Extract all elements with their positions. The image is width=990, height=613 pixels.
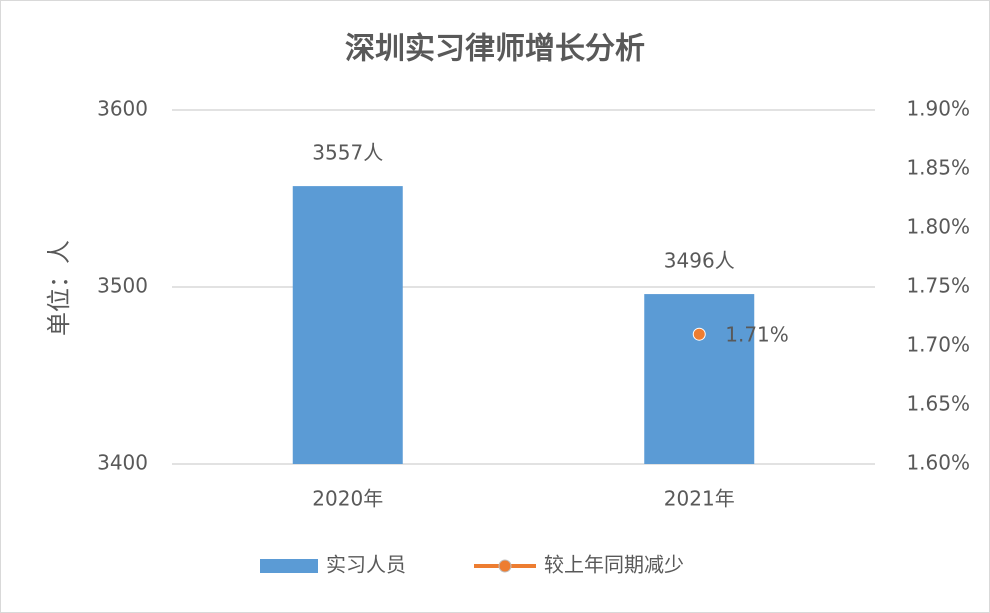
bar bbox=[644, 294, 755, 464]
x-tick-label: 2021年 bbox=[664, 487, 735, 511]
chart-title: 深圳实习律师增长分析 bbox=[345, 32, 645, 67]
data-label: 3557人 bbox=[312, 141, 383, 165]
y2-tick-label: 1.80% bbox=[906, 215, 970, 239]
legend-label: 较上年同期减少 bbox=[544, 553, 684, 577]
y-tick-label: 3500 bbox=[97, 274, 148, 298]
data-label: 1.71% bbox=[725, 323, 789, 347]
y-axis-label: 单位：人 bbox=[45, 240, 73, 336]
data-label: 3496人 bbox=[664, 249, 735, 273]
y2-tick-label: 1.75% bbox=[906, 274, 970, 298]
x-tick-label: 2020年 bbox=[312, 487, 383, 511]
legend-swatch-point bbox=[498, 559, 512, 573]
y2-tick-label: 1.90% bbox=[906, 97, 970, 121]
y2-tick-label: 1.65% bbox=[906, 392, 970, 416]
line-point bbox=[692, 327, 706, 341]
legend-swatch bbox=[260, 559, 318, 573]
y2-tick-label: 1.60% bbox=[906, 451, 970, 475]
y-tick-label: 3400 bbox=[97, 451, 148, 475]
bar bbox=[292, 186, 403, 465]
y-tick-label: 3600 bbox=[97, 97, 148, 121]
y2-tick-label: 1.85% bbox=[906, 156, 970, 180]
legend-label: 实习人员 bbox=[326, 553, 406, 577]
y2-tick-label: 1.70% bbox=[906, 333, 970, 357]
